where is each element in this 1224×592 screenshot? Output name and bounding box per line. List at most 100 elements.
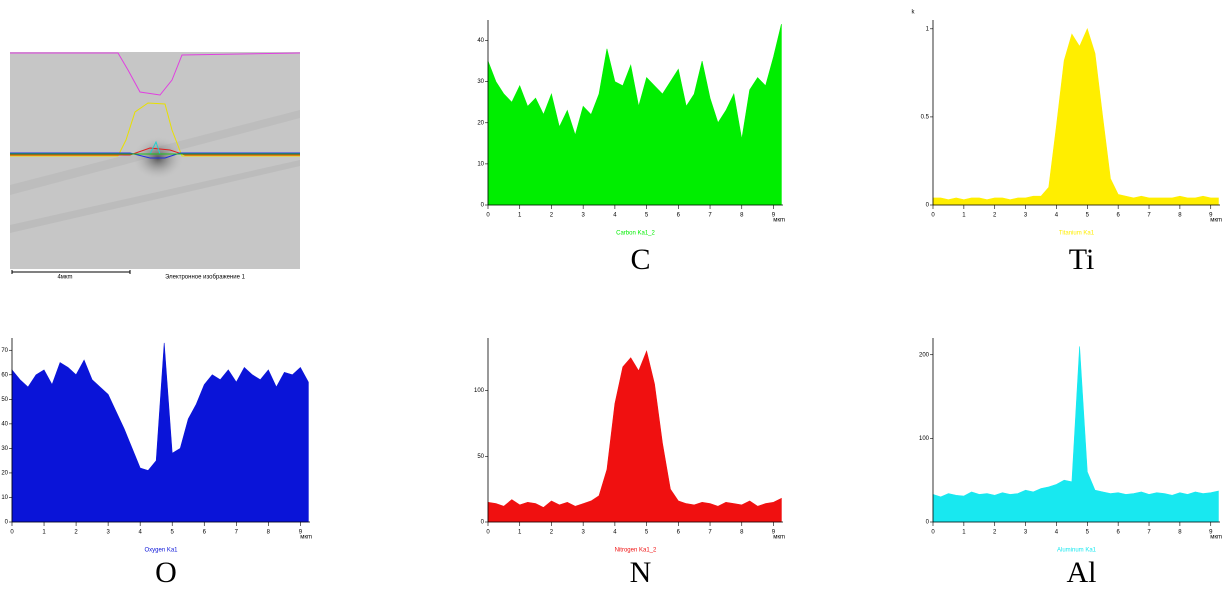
x-axis-label: мкm	[773, 218, 785, 224]
x-tick-label: 5	[1086, 530, 1090, 536]
series-label: Aluminum Ka1	[1057, 548, 1097, 554]
y-tick-label: 0	[926, 203, 930, 209]
sem-image: 4мкm Электронное изображение 1	[10, 52, 301, 281]
series-label: Carbon Ka1_2	[616, 231, 655, 237]
y-tick-label: 100	[919, 436, 930, 442]
x-tick-label: 0	[931, 213, 935, 219]
x-tick-label: 6	[677, 530, 681, 536]
y-tick-label: 20	[477, 120, 484, 126]
y-tick-label: 0.5	[921, 114, 930, 120]
x-tick-label: 9	[772, 213, 776, 219]
x-tick-label: 1	[518, 213, 522, 219]
x-tick-label: 4	[139, 530, 143, 536]
x-tick-label: 8	[740, 213, 744, 219]
x-axis-label: мкm	[1210, 218, 1222, 224]
y-axis-label: k	[912, 10, 916, 16]
y-tick-label: 10	[1, 495, 8, 501]
x-tick-label: 5	[645, 213, 649, 219]
x-axis-label: мкm	[773, 535, 785, 541]
x-tick-label: 3	[106, 530, 110, 536]
x-axis-label: мкm	[300, 535, 312, 541]
y-tick-label: 0	[926, 520, 930, 526]
x-tick-label: 8	[740, 530, 744, 536]
x-tick-label: 1	[962, 530, 966, 536]
x-tick-label: 9	[772, 530, 776, 536]
profile-line	[10, 102, 300, 157]
x-tick-label: 5	[171, 530, 175, 536]
area	[932, 346, 1219, 523]
x-tick-label: 1	[42, 530, 46, 536]
panel-label: N	[630, 556, 652, 587]
y-tick-label: 0	[481, 203, 485, 209]
y-tick-label: 30	[1, 446, 8, 452]
area	[487, 24, 782, 206]
y-tick-label: 70	[1, 348, 8, 354]
y-tick-label: 20	[1, 471, 8, 477]
x-tick-label: 3	[581, 530, 585, 536]
x-tick-label: 6	[203, 530, 207, 536]
x-tick-label: 4	[1055, 213, 1059, 219]
area	[11, 342, 309, 523]
x-tick-label: 0	[931, 530, 935, 536]
area	[932, 27, 1219, 206]
profile-line	[10, 152, 300, 159]
y-tick-label: 0	[481, 520, 485, 526]
y-tick-label: 60	[1, 372, 8, 378]
x-tick-label: 0	[486, 530, 490, 536]
x-tick-label: 9	[299, 530, 303, 536]
x-tick-label: 3	[581, 213, 585, 219]
x-tick-label: 9	[1209, 213, 1213, 219]
x-tick-label: 8	[267, 530, 271, 536]
y-tick-label: 30	[477, 79, 484, 85]
y-tick-label: 50	[1, 397, 8, 403]
x-tick-label: 3	[1024, 530, 1028, 536]
x-tick-label: 6	[1116, 213, 1120, 219]
x-tick-label: 6	[1116, 530, 1120, 536]
panel-label: Ti	[1069, 243, 1095, 276]
x-tick-label: 1	[962, 213, 966, 219]
sem-streak	[10, 160, 300, 233]
profile-line	[10, 52, 301, 96]
panel-label: O	[155, 556, 177, 587]
x-axis-label: мкm	[1210, 535, 1222, 541]
y-tick-label: 10	[477, 161, 484, 167]
panel-label: C	[630, 243, 650, 276]
series-label: Nitrogen Ka1_2	[615, 548, 657, 554]
x-tick-label: 4	[613, 530, 617, 536]
y-tick-label: 40	[477, 38, 484, 44]
x-tick-label: 4	[613, 213, 617, 219]
y-tick-label: 50	[477, 454, 484, 460]
x-tick-label: 2	[993, 530, 997, 536]
x-tick-label: 2	[550, 213, 554, 219]
x-tick-label: 7	[1147, 213, 1151, 219]
x-tick-label: 9	[1209, 530, 1213, 536]
x-tick-label: 0	[10, 530, 14, 536]
area	[487, 350, 782, 523]
x-tick-label: 6	[677, 213, 681, 219]
x-tick-label: 8	[1178, 213, 1182, 219]
x-tick-label: 4	[1055, 530, 1059, 536]
panel-label: Al	[1067, 556, 1097, 587]
y-tick-label: 0	[5, 520, 9, 526]
y-tick-label: 100	[474, 388, 485, 394]
y-tick-label: 1	[926, 26, 930, 32]
x-tick-label: 7	[1147, 530, 1151, 536]
scale-bar-label: 4мкm	[57, 275, 72, 281]
x-tick-label: 0	[486, 213, 490, 219]
x-tick-label: 7	[235, 530, 239, 536]
x-tick-label: 5	[1086, 213, 1090, 219]
x-tick-label: 2	[550, 530, 554, 536]
x-tick-label: 3	[1024, 213, 1028, 219]
series-label: Titanium Ka1	[1059, 231, 1095, 237]
x-tick-label: 8	[1178, 530, 1182, 536]
x-tick-label: 5	[645, 530, 649, 536]
x-tick-label: 2	[74, 530, 78, 536]
x-tick-label: 7	[708, 213, 712, 219]
x-tick-label: 7	[708, 530, 712, 536]
image-caption: Электронное изображение 1	[165, 275, 246, 281]
x-tick-label: 2	[993, 213, 997, 219]
x-tick-label: 1	[518, 530, 522, 536]
y-tick-label: 200	[919, 352, 930, 358]
